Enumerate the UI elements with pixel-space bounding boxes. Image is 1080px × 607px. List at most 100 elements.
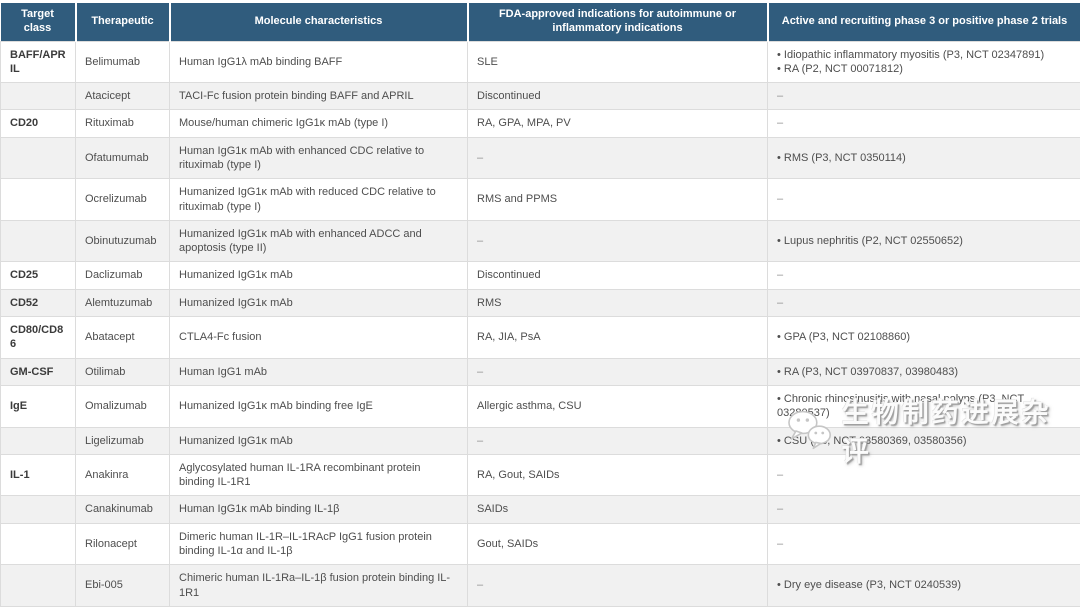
- column-header-3: FDA-approved indications for autoimmune …: [468, 3, 768, 41]
- cell-fda: SLE: [468, 41, 768, 83]
- column-header-4: Active and recruiting phase 3 or positiv…: [768, 3, 1080, 41]
- cell-molecule: Humanized IgG1κ mAb with reduced CDC rel…: [170, 179, 468, 221]
- cell-fda: –: [468, 427, 768, 454]
- cell-trials: –: [768, 496, 1080, 523]
- cell-molecule: Human IgG1κ mAb with enhanced CDC relati…: [170, 137, 468, 179]
- cell-molecule: Humanized IgG1κ mAb: [170, 262, 468, 289]
- cell-therapeutic: Alemtuzumab: [76, 289, 170, 316]
- cell-therapeutic: Anakinra: [76, 454, 170, 496]
- cell-therapeutic: Abatacept: [76, 317, 170, 359]
- cell-fda: –: [468, 137, 768, 179]
- cell-molecule: Aglycosylated human IL-1RA recombinant p…: [170, 454, 468, 496]
- column-header-1: Therapeutic: [76, 3, 170, 41]
- cell-target-class: CD20: [1, 110, 76, 137]
- cell-molecule: Mouse/human chimeric IgG1κ mAb (type I): [170, 110, 468, 137]
- cell-therapeutic: Obinutuzumab: [76, 220, 170, 262]
- cell-target-class: CD25: [1, 262, 76, 289]
- cell-fda: –: [468, 220, 768, 262]
- cell-molecule: Humanized IgG1κ mAb: [170, 427, 468, 454]
- cell-target-class: GM-CSF: [1, 358, 76, 385]
- cell-therapeutic: Belimumab: [76, 41, 170, 83]
- cell-target-class: [1, 179, 76, 221]
- trial-entry: • Chronic rhinosinusitis with nasal poly…: [777, 392, 1071, 421]
- trial-entry: • Lupus nephritis (P2, NCT 02550652): [777, 234, 1071, 248]
- cell-fda: RA, GPA, MPA, PV: [468, 110, 768, 137]
- trial-entry: • RMS (P3, NCT 0350114): [777, 151, 1071, 165]
- cell-trials: –: [768, 179, 1080, 221]
- cell-target-class: [1, 220, 76, 262]
- cell-trials: • CSU (P3, NCT 03580369, 03580356): [768, 427, 1080, 454]
- cell-therapeutic: Atacicept: [76, 83, 170, 110]
- cell-trials: –: [768, 83, 1080, 110]
- cell-trials: • Lupus nephritis (P2, NCT 02550652): [768, 220, 1080, 262]
- cell-molecule: CTLA4-Fc fusion: [170, 317, 468, 359]
- cell-target-class: [1, 565, 76, 607]
- cell-molecule: Human IgG1λ mAb binding BAFF: [170, 41, 468, 83]
- cell-target-class: IgE: [1, 385, 76, 427]
- cell-target-class: [1, 496, 76, 523]
- cell-therapeutic: Ebi-005: [76, 565, 170, 607]
- trial-entry: • GPA (P3, NCT 02108860): [777, 330, 1071, 344]
- cell-trials: • Chronic rhinosinusitis with nasal poly…: [768, 385, 1080, 427]
- cell-fda: Discontinued: [468, 83, 768, 110]
- cell-trials: –: [768, 262, 1080, 289]
- cell-target-class: [1, 83, 76, 110]
- cell-fda: –: [468, 565, 768, 607]
- cell-therapeutic: Ligelizumab: [76, 427, 170, 454]
- cell-trials: • RA (P3, NCT 03970837, 03980483): [768, 358, 1080, 385]
- cell-molecule: Dimeric human IL-1R–IL-1RAcP IgG1 fusion…: [170, 523, 468, 565]
- cell-target-class: [1, 137, 76, 179]
- cell-fda: RMS: [468, 289, 768, 316]
- cell-fda: –: [468, 358, 768, 385]
- cell-therapeutic: Canakinumab: [76, 496, 170, 523]
- cell-therapeutic: Ofatumumab: [76, 137, 170, 179]
- cell-molecule: Human IgG1 mAb: [170, 358, 468, 385]
- cell-therapeutic: Rituximab: [76, 110, 170, 137]
- cell-target-class: [1, 523, 76, 565]
- trial-entry: • Idiopathic inflammatory myositis (P3, …: [777, 48, 1071, 62]
- cell-fda: Gout, SAIDs: [468, 523, 768, 565]
- cell-trials: –: [768, 110, 1080, 137]
- cell-fda: RA, Gout, SAIDs: [468, 454, 768, 496]
- trial-entry: • CSU (P3, NCT 03580369, 03580356): [777, 434, 1071, 448]
- cell-target-class: CD80/CD86: [1, 317, 76, 359]
- cell-molecule: Humanized IgG1κ mAb binding free IgE: [170, 385, 468, 427]
- cell-trials: –: [768, 523, 1080, 565]
- cell-molecule: Human IgG1κ mAb binding IL-1β: [170, 496, 468, 523]
- cell-molecule: Humanized IgG1κ mAb: [170, 289, 468, 316]
- cell-therapeutic: Omalizumab: [76, 385, 170, 427]
- cell-target-class: BAFF/APRIL: [1, 41, 76, 83]
- cell-therapeutic: Rilonacept: [76, 523, 170, 565]
- cell-fda: SAIDs: [468, 496, 768, 523]
- column-header-2: Molecule characteristics: [170, 3, 468, 41]
- cell-molecule: TACI-Fc fusion protein binding BAFF and …: [170, 83, 468, 110]
- cell-trials: –: [768, 454, 1080, 496]
- cell-target-class: CD52: [1, 289, 76, 316]
- trial-entry: • RA (P2, NCT 00071812): [777, 62, 1071, 76]
- cell-fda: RMS and PPMS: [468, 179, 768, 221]
- cell-molecule: Humanized IgG1κ mAb with enhanced ADCC a…: [170, 220, 468, 262]
- cell-trials: • Idiopathic inflammatory myositis (P3, …: [768, 41, 1080, 83]
- cell-therapeutic: Daclizumab: [76, 262, 170, 289]
- cell-trials: • Dry eye disease (P3, NCT 0240539): [768, 565, 1080, 607]
- cell-therapeutic: Ocrelizumab: [76, 179, 170, 221]
